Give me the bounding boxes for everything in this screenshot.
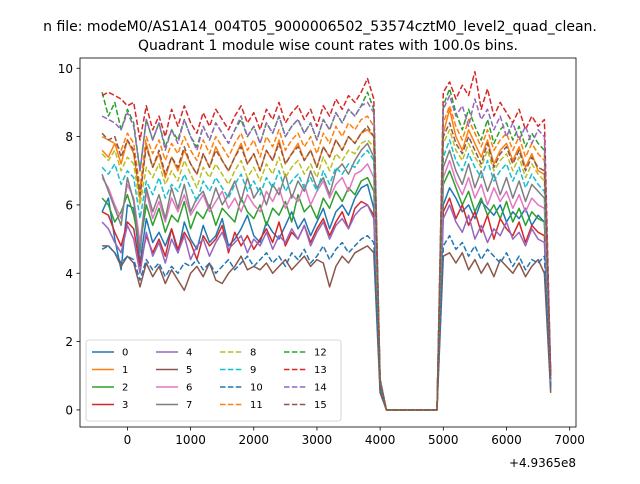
series-line-12	[101, 88, 552, 411]
x-offset-label: +4.9365e8	[509, 456, 576, 470]
plot-area	[101, 70, 552, 411]
legend-label-8: 8	[250, 348, 256, 359]
series-line-6	[101, 159, 552, 411]
legend-label-5: 5	[186, 365, 192, 376]
legend-label-14: 14	[314, 383, 327, 394]
y-axis: 0 2 4 6 8 10	[58, 62, 80, 417]
x-tick-label: 4000	[365, 433, 396, 447]
legend-label-13: 13	[314, 365, 327, 376]
series-line-8	[101, 129, 552, 411]
legend-label-2: 2	[122, 383, 128, 394]
series-line-11	[101, 105, 552, 411]
legend-label-12: 12	[314, 348, 327, 359]
x-tick-label: 2000	[238, 433, 269, 447]
series-line-10	[101, 234, 552, 411]
y-tick-label: 4	[65, 267, 73, 281]
x-tick-label: 0	[124, 433, 132, 447]
series-line-14	[101, 94, 552, 411]
series-line-5	[102, 245, 552, 411]
figure-suptitle: n file: modeM0/AS1A14_004T05_9000006502_…	[43, 19, 597, 35]
y-tick-label: 10	[58, 62, 73, 76]
legend-label-4: 4	[186, 348, 192, 359]
series-line-2	[101, 170, 552, 411]
series-line-15	[101, 122, 552, 411]
x-tick-label: 6000	[491, 433, 522, 447]
legend-label-15: 15	[314, 400, 327, 411]
x-tick-label: 7000	[554, 433, 585, 447]
axes-frame	[79, 57, 577, 428]
legend-label-7: 7	[186, 400, 192, 411]
legend-label-6: 6	[186, 383, 192, 394]
legend-label-1: 1	[122, 365, 128, 376]
legend-box	[85, 339, 342, 422]
legend-label-0: 0	[122, 348, 128, 359]
x-tick-label: 1000	[175, 433, 206, 447]
y-tick-label: 0	[65, 403, 73, 417]
legend-label-9: 9	[250, 365, 256, 376]
series-line-13	[101, 70, 552, 411]
x-axis: 0 1000 2000 3000 4000 5000 6000 7000	[124, 427, 585, 447]
series-line-7	[101, 142, 552, 411]
legend-label-10: 10	[250, 383, 263, 394]
x-tick-label: 5000	[428, 433, 459, 447]
series-line-9	[101, 139, 552, 411]
y-tick-label: 2	[65, 335, 73, 349]
series-line-3	[101, 197, 552, 411]
chart-title: Quadrant 1 module wise count rates with …	[138, 38, 518, 54]
y-tick-label: 8	[65, 130, 73, 144]
x-tick-label: 3000	[302, 433, 333, 447]
y-tick-label: 6	[65, 198, 73, 212]
series-line-4	[101, 204, 552, 411]
legend-label-11: 11	[250, 400, 263, 411]
legend-label-3: 3	[122, 400, 128, 411]
